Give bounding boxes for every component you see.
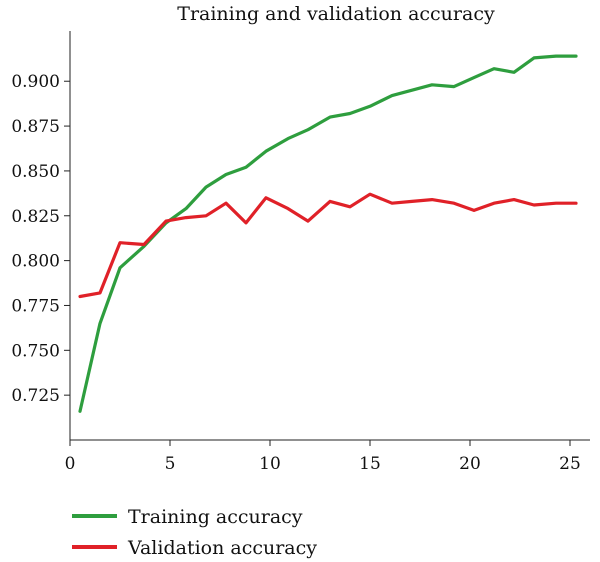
chart-title: Training and validation accuracy xyxy=(177,3,495,25)
x-tick-label: 0 xyxy=(65,454,76,474)
y-tick-label: 0.750 xyxy=(11,341,60,361)
y-tick-label: 0.775 xyxy=(11,296,60,316)
axes: 0.725 0.750 0.775 0.800 0.825 0.850 0.875 0.900… xyxy=(11,31,590,474)
y-tick-label: 0.900 xyxy=(11,72,60,92)
x-tick-label: 20 xyxy=(459,454,481,474)
series-layer xyxy=(78,54,578,413)
x-tick-label: 5 xyxy=(165,454,176,474)
legend-label-training: Training accuracy xyxy=(128,506,303,528)
y-tick-label: 0.825 xyxy=(11,207,60,227)
series-line-validation xyxy=(78,192,578,299)
y-tick-label: 0.725 xyxy=(11,386,60,406)
x-tick-label: 25 xyxy=(559,454,581,474)
x-tick-label: 15 xyxy=(359,454,381,474)
y-tick-label: 0.875 xyxy=(11,117,60,137)
y-tick-label: 0.800 xyxy=(11,252,60,272)
y-tick-label: 0.850 xyxy=(11,162,60,182)
legend: Training accuracy Validation accuracy xyxy=(72,506,317,559)
x-tick-label: 10 xyxy=(259,454,281,474)
legend-label-validation: Validation accuracy xyxy=(127,537,317,559)
